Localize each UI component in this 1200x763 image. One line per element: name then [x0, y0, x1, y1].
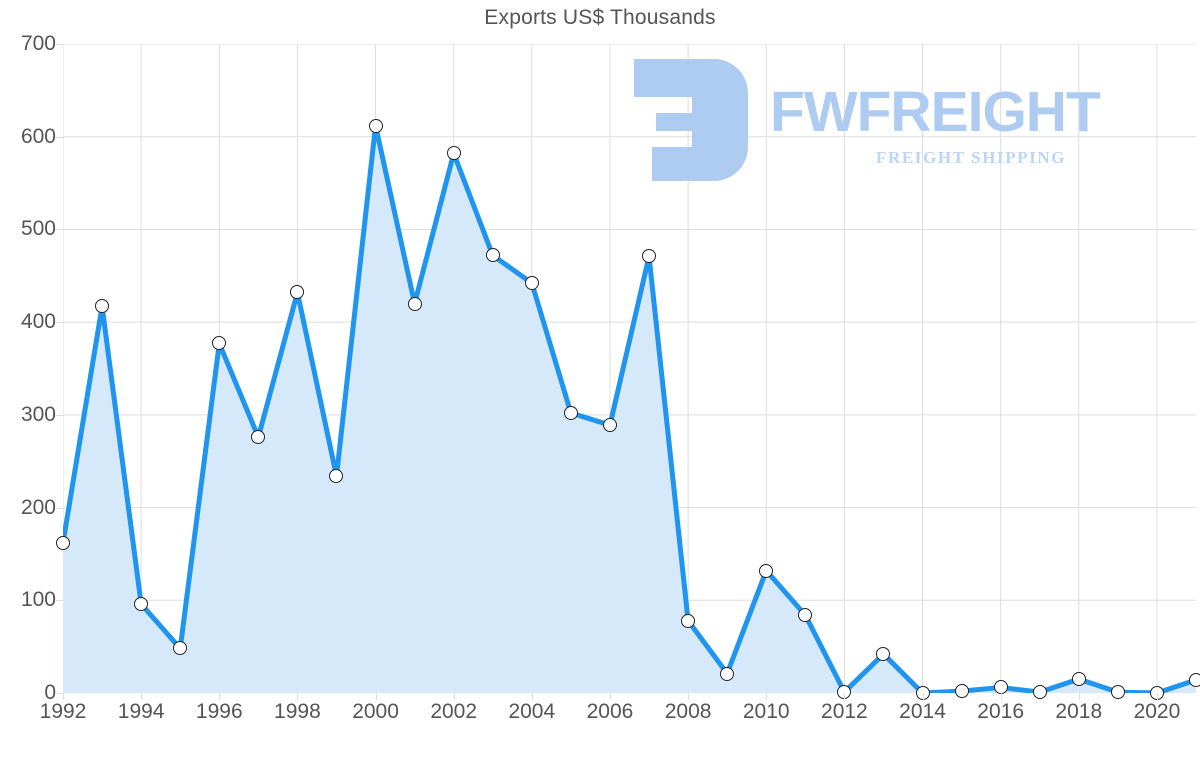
area-fill: [63, 125, 1196, 693]
y-tick-mark: [56, 693, 63, 694]
x-tick-label: 2018: [1055, 700, 1103, 723]
y-tick-label: 300: [20, 402, 56, 426]
y-tick-label: 200: [20, 495, 56, 519]
y-tick-mark: [56, 44, 63, 45]
x-tick-label: 2006: [586, 700, 634, 723]
data-point-marker: [720, 666, 735, 681]
x-tick-mark: [1156, 693, 1158, 700]
x-tick-mark: [63, 693, 64, 700]
data-point-marker: [759, 563, 774, 578]
data-point-marker: [954, 684, 969, 699]
y-axis: 0 100 200 300 400 500 600 700: [0, 32, 56, 704]
x-tick-mark: [375, 693, 377, 700]
x-tick-mark: [844, 693, 846, 700]
y-tick-label: 700: [20, 32, 56, 55]
data-point-marker: [1071, 672, 1086, 687]
data-point-marker: [798, 608, 813, 623]
y-tick-mark: [56, 229, 63, 231]
x-tick-label: 1994: [117, 700, 165, 723]
y-tick-mark: [56, 322, 63, 324]
data-point-marker: [446, 146, 461, 161]
y-tick-mark: [56, 507, 63, 509]
data-point-marker: [134, 596, 149, 611]
x-axis: 1992 1994 1996 1998 2000 2002 2004 2006 2008 2010…: [40, 700, 1196, 740]
data-point-marker: [56, 535, 70, 550]
y-tick-label: 400: [20, 310, 56, 334]
x-tick-label: 1992: [39, 700, 87, 723]
y-tick-label: 100: [20, 588, 56, 612]
x-tick-mark: [141, 693, 143, 700]
y-tick-label: 600: [20, 124, 56, 148]
data-point-marker: [368, 118, 383, 133]
data-point-marker: [212, 336, 227, 351]
x-tick-label: 2000: [352, 700, 399, 723]
x-tick-label: 2008: [664, 700, 712, 723]
data-point-marker: [329, 469, 344, 484]
x-tick-mark: [453, 693, 455, 700]
data-point-marker: [563, 406, 578, 420]
x-tick-label: 2004: [508, 700, 556, 723]
x-tick-label: 2002: [430, 700, 478, 723]
data-point-marker: [876, 647, 891, 662]
data-point-marker: [173, 641, 188, 656]
x-tick-mark: [609, 693, 611, 700]
data-point-marker: [1110, 685, 1125, 700]
y-tick-label: 0: [44, 681, 56, 704]
data-point-marker: [524, 276, 539, 291]
x-tick-mark: [531, 693, 533, 700]
x-tick-label: 1996: [195, 700, 243, 723]
chart-title: Exports US$ Thousands: [484, 6, 716, 29]
data-point-marker: [485, 248, 500, 263]
plot-svg: [63, 44, 1196, 693]
x-tick-mark: [688, 693, 690, 700]
data-point-marker: [1189, 673, 1200, 688]
x-tick-mark: [219, 693, 221, 700]
data-point-marker: [290, 285, 305, 300]
y-tick-label: 500: [20, 217, 56, 241]
x-tick-label: 2016: [977, 700, 1024, 723]
y-tick-mark: [56, 414, 63, 416]
y-tick-mark: [56, 136, 63, 138]
data-point-marker: [681, 613, 696, 628]
data-point-marker: [95, 299, 110, 314]
x-tick-mark: [766, 693, 768, 700]
data-point-marker: [642, 249, 657, 264]
data-point-marker: [407, 296, 422, 311]
x-tick-mark: [922, 693, 924, 700]
data-point-marker: [251, 430, 266, 445]
data-point-marker: [602, 418, 617, 433]
x-tick-label: 2020: [1133, 700, 1181, 723]
plot-area: [56, 44, 1200, 700]
x-tick-label: 2010: [742, 700, 790, 723]
x-tick-label: 2014: [899, 700, 946, 723]
data-point-marker: [1032, 685, 1047, 700]
y-tick-mark: [56, 600, 63, 602]
x-tick-label: 2012: [821, 700, 868, 723]
x-tick-mark: [1078, 693, 1080, 700]
x-tick-mark: [297, 693, 299, 700]
x-tick-mark: [1000, 693, 1002, 700]
x-tick-label: 1998: [274, 700, 321, 723]
